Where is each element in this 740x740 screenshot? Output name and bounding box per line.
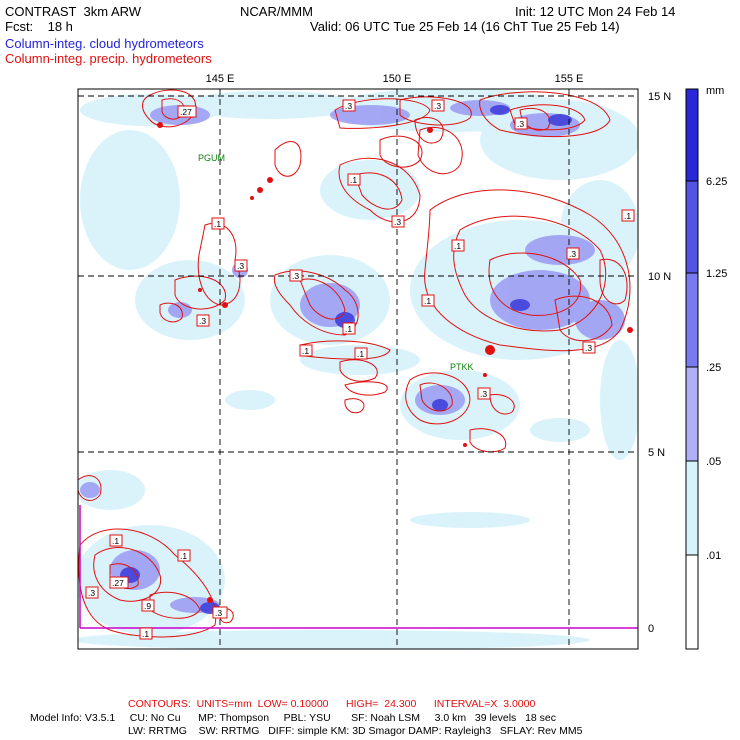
legend-swatch: [686, 461, 698, 555]
contour-label: .1: [342, 322, 356, 335]
model-info-line2: LW: RRTMG SW: RRTMG DIFF: simple KM: 3D …: [128, 725, 583, 737]
contour-label: .3: [212, 606, 228, 619]
contour-label: .9: [141, 599, 155, 612]
forecast-hour: Fcst: 18 h: [5, 19, 73, 34]
svg-text:.1: .1: [624, 211, 631, 221]
legend-swatch: [686, 181, 698, 273]
contour-label: .3: [342, 99, 356, 112]
legend-colorbar: mm 6.25 1.25 .25 .05 .01: [685, 85, 727, 650]
contour-label: .1: [299, 344, 313, 357]
legend-level: .25: [706, 362, 721, 374]
lat-lon-grid: [78, 89, 638, 649]
contour-label: .3: [234, 259, 248, 272]
legend-level: 6.25: [706, 176, 727, 188]
svg-text:.3: .3: [480, 389, 487, 399]
contour-label: .1: [177, 549, 191, 562]
map-frame: [77, 88, 639, 650]
contour-label: .3: [196, 314, 210, 327]
svg-text:.1: .1: [345, 324, 352, 334]
contour-label: .3: [391, 215, 405, 228]
contour-label-group: .27 .3 .3 .1 .3 .1 .3 .1 .3 .3 .3 .1 .1 …: [85, 99, 635, 640]
contour-label: .1: [347, 173, 361, 186]
svg-text:.27: .27: [112, 578, 124, 588]
svg-text:.9: .9: [144, 601, 151, 611]
legend-unit: mm: [706, 85, 724, 97]
legend-swatch: [686, 555, 698, 649]
svg-text:.3: .3: [585, 343, 592, 353]
svg-text:.3: .3: [517, 119, 524, 129]
lat-label-0: 0: [648, 623, 654, 635]
contour-label: .27: [177, 105, 197, 118]
contour-label: .3: [431, 99, 445, 112]
legend-swatch: [686, 273, 698, 367]
contour-label: .27: [109, 576, 129, 589]
svg-text:.1: .1: [454, 241, 461, 251]
init-time: Init: 12 UTC Mon 24 Feb 14: [515, 4, 676, 19]
svg-text:.1: .1: [142, 629, 149, 639]
legend-level: .05: [706, 456, 721, 468]
contour-label: .3: [582, 341, 596, 354]
field-cloud-label: Column-integ. cloud hydrometeors: [5, 36, 204, 51]
svg-text:.3: .3: [88, 588, 95, 598]
lon-label-145: 145 E: [206, 73, 235, 85]
contour-label: .3: [85, 586, 99, 599]
contour-label: .1: [139, 627, 153, 640]
station-pgum: PGUM: [198, 153, 225, 163]
svg-text:.3: .3: [199, 316, 206, 326]
contour-label: .1: [621, 209, 635, 222]
svg-text:.1: .1: [424, 296, 431, 306]
svg-text:.3: .3: [434, 101, 441, 111]
svg-text:.27: .27: [180, 107, 192, 117]
lat-label-15: 15 N: [648, 91, 671, 103]
legend-level: .01: [706, 550, 721, 562]
svg-text:.1: .1: [112, 536, 119, 546]
contour-info: CONTOURS: UNITS=mm LOW= 0.10000 HIGH= 24…: [128, 698, 536, 710]
svg-text:.3: .3: [215, 608, 222, 618]
precip-contours: [78, 89, 631, 638]
lat-label-5: 5 N: [648, 447, 665, 459]
lon-label-155: 155 E: [555, 73, 584, 85]
legend-level: 1.25: [706, 268, 727, 280]
legend-swatch: [686, 89, 698, 181]
model-info-line1: Model Info: V3.5.1 CU: No Cu MP: Thompso…: [30, 712, 556, 724]
svg-text:.1: .1: [350, 175, 357, 185]
contour-label: .1: [421, 294, 435, 307]
svg-text:.3: .3: [292, 271, 299, 281]
lon-label-150: 150 E: [383, 73, 412, 85]
valid-time: Valid: 06 UTC Tue 25 Feb 14 (16 ChT Tue …: [310, 19, 620, 34]
svg-text:.3: .3: [394, 217, 401, 227]
domain-boundary: [79, 505, 638, 629]
legend-swatch: [686, 367, 698, 461]
contour-label: .3: [477, 387, 491, 400]
contour-label: .1: [354, 347, 368, 360]
lat-label-10: 10 N: [648, 271, 671, 283]
svg-text:.1: .1: [302, 346, 309, 356]
contour-label: .3: [566, 247, 580, 260]
svg-text:.1: .1: [180, 551, 187, 561]
center-label: NCAR/MMM: [240, 4, 313, 19]
contour-label: .3: [514, 117, 528, 130]
contour-label: .1: [451, 239, 465, 252]
svg-text:.1: .1: [357, 349, 364, 359]
field-precip-label: Column-integ. precip. hydrometeors: [5, 51, 212, 66]
contour-label: .1: [211, 217, 225, 230]
contour-label: .3: [289, 269, 303, 282]
cloud-shading-dark: [120, 105, 572, 614]
svg-text:.1: .1: [214, 219, 221, 229]
svg-text:.3: .3: [237, 261, 244, 271]
product-title: CONTRAST 3km ARW: [5, 4, 142, 19]
precip-cores: [157, 122, 633, 603]
contour-label: .1: [109, 534, 123, 547]
station-ptkk: PTKK: [450, 362, 474, 372]
svg-text:.3: .3: [569, 249, 576, 259]
svg-text:.3: .3: [345, 101, 352, 111]
